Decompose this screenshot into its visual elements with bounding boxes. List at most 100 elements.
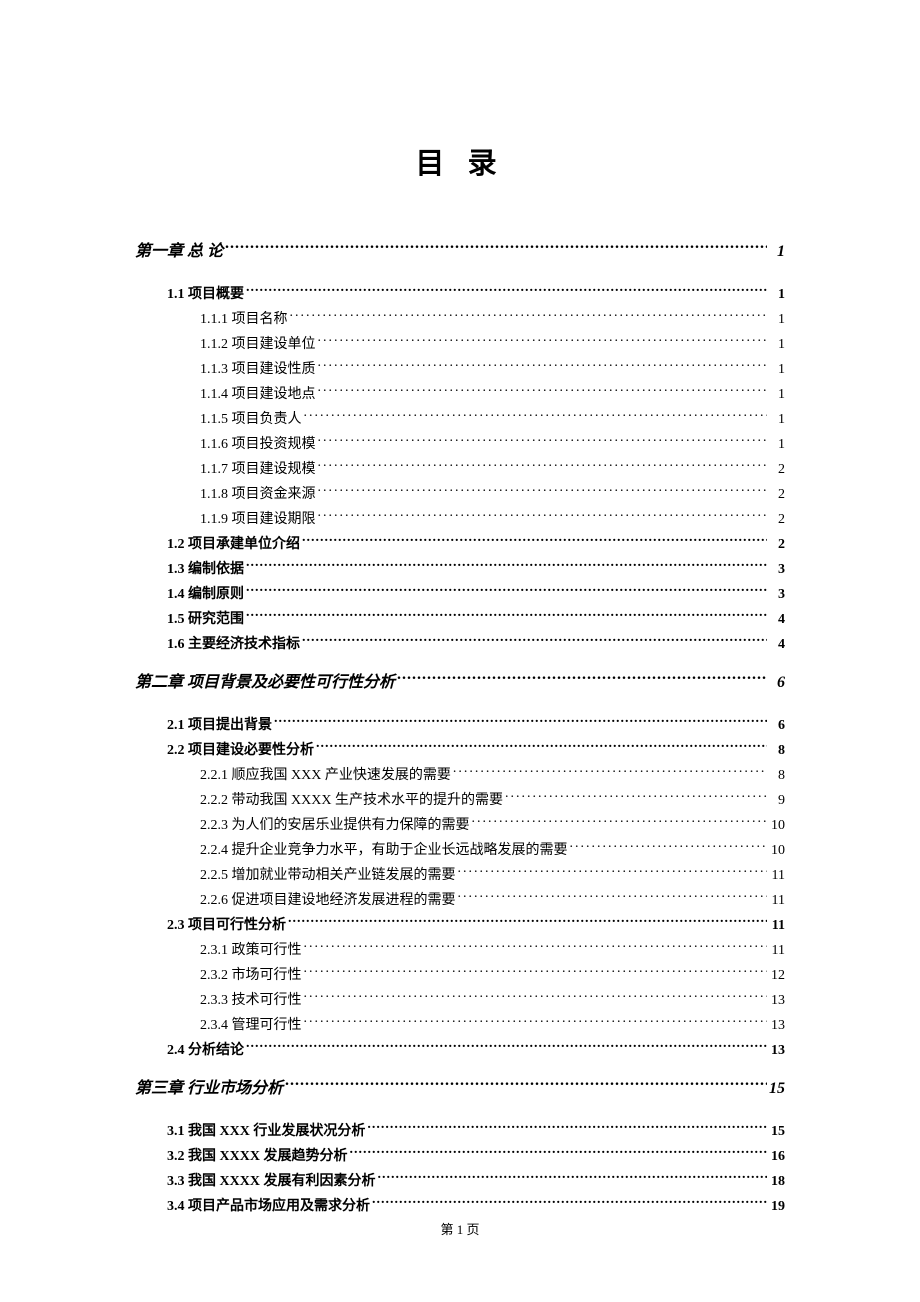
- toc-entry-label: 2.2.2 带动我国 XXXX 生产技术水平的提升的需要: [200, 790, 503, 811]
- toc-entry-label: 1.1.7 项目建设规模: [200, 459, 316, 480]
- toc-entry: 2.2.6 促进项目建设地经济发展进程的需要11: [135, 890, 785, 911]
- toc-entry-label: 1.6 主要经济技术指标: [167, 634, 300, 655]
- toc-leader-dots: [246, 559, 767, 573]
- toc-leader-dots: [290, 309, 768, 323]
- toc-entry: 1.1 项目概要1: [135, 284, 785, 305]
- toc-entry-label: 1.1.4 项目建设地点: [200, 384, 316, 405]
- toc-entry: 1.4 编制原则 3: [135, 584, 785, 605]
- toc-entry-label: 2.2.3 为人们的安居乐业提供有力保障的需要: [200, 815, 470, 836]
- toc-leader-dots: [367, 1121, 767, 1135]
- toc-page-number: 4: [769, 609, 785, 630]
- toc-entry-label: 1.5 研究范围: [167, 609, 244, 630]
- toc-leader-dots: [304, 965, 768, 979]
- toc-entry-label: 第二章 项目背景及必要性可行性分析: [135, 671, 395, 695]
- toc-entry-label: 1.2 项目承建单位介绍: [167, 534, 300, 555]
- toc-leader-dots: [304, 940, 768, 954]
- toc-entry: 1.5 研究范围 4: [135, 609, 785, 630]
- toc-entry-label: 1.1.2 项目建设单位: [200, 334, 316, 355]
- toc-entry: 第二章 项目背景及必要性可行性分析6: [135, 671, 785, 695]
- toc-leader-dots: [288, 915, 767, 929]
- toc-entry: 3.1 我国 XXX 行业发展状况分析 15: [135, 1121, 785, 1142]
- toc-page-number: 2: [769, 459, 785, 480]
- toc-leader-dots: [318, 359, 768, 373]
- toc-entry-label: 3.1 我国 XXX 行业发展状况分析: [167, 1121, 365, 1142]
- toc-entry: 1.1.9 项目建设期限 2: [135, 509, 785, 530]
- toc-entry: 2.3.3 技术可行性13: [135, 990, 785, 1011]
- toc-leader-dots: [304, 1015, 768, 1029]
- toc-entry: 2.2 项目建设必要性分析 8: [135, 740, 785, 761]
- toc-leader-dots: [316, 740, 767, 754]
- toc-page-number: 12: [769, 965, 785, 986]
- toc-leader-dots: [246, 584, 767, 598]
- toc-page-number: 19: [769, 1196, 785, 1217]
- toc-page-number: 1: [769, 359, 785, 380]
- toc-entry-label: 2.2.6 促进项目建设地经济发展进程的需要: [200, 890, 456, 911]
- toc-entry-label: 1.1.1 项目名称: [200, 309, 288, 330]
- toc-leader-dots: [318, 334, 768, 348]
- toc-entry: 3.2 我国 XXXX 发展趋势分析16: [135, 1146, 785, 1167]
- toc-leader-dots: [318, 509, 768, 523]
- toc-leader-dots: [304, 409, 768, 423]
- toc-page-number: 10: [769, 815, 785, 836]
- toc-entry: 2.2.1 顺应我国 XXX 产业快速发展的需要8: [135, 765, 785, 786]
- toc-page-number: 13: [769, 1040, 785, 1061]
- toc-page-number: 3: [769, 584, 785, 605]
- toc-leader-dots: [318, 434, 768, 448]
- toc-page-number: 11: [769, 865, 785, 886]
- toc-entry: 2.2.4 提升企业竞争力水平，有助于企业长远战略发展的需要10: [135, 840, 785, 861]
- toc-page-number: 1: [769, 240, 785, 264]
- toc-entry: 2.2.5 增加就业带动相关产业链发展的需要11: [135, 865, 785, 886]
- toc-leader-dots: [302, 534, 767, 548]
- toc-entry: 1.1.6 项目投资规模 1: [135, 434, 785, 455]
- toc-leader-dots: [372, 1196, 767, 1210]
- toc-page-number: 2: [769, 509, 785, 530]
- toc-title: 目 录: [135, 140, 785, 182]
- toc-leader-dots: [349, 1146, 767, 1160]
- toc-entry: 2.4 分析结论13: [135, 1040, 785, 1061]
- toc-page-number: 16: [769, 1146, 785, 1167]
- toc-entry-label: 2.3.1 政策可行性: [200, 940, 302, 961]
- toc-entry: 2.3.4 管理可行性13: [135, 1015, 785, 1036]
- toc-page-number: 15: [769, 1077, 785, 1101]
- toc-leader-dots: [285, 1077, 767, 1093]
- toc-entry-label: 3.3 我国 XXXX 发展有利因素分析: [167, 1171, 375, 1192]
- toc-leader-dots: [458, 890, 768, 904]
- toc-entry-label: 1.1.6 项目投资规模: [200, 434, 316, 455]
- toc-page-number: 8: [769, 740, 785, 761]
- toc-leader-dots: [458, 865, 768, 879]
- toc-page-number: 1: [769, 384, 785, 405]
- toc-entry-label: 1.1 项目概要: [167, 284, 244, 305]
- toc-entry-label: 1.3 编制依据: [167, 559, 244, 580]
- toc-entry-label: 1.1.9 项目建设期限: [200, 509, 316, 530]
- toc-page-number: 6: [769, 715, 785, 736]
- toc-entry: 1.1.1 项目名称 1: [135, 309, 785, 330]
- toc-page-number: 11: [769, 915, 785, 936]
- toc-leader-dots: [304, 990, 768, 1004]
- toc-entry-label: 1.1.3 项目建设性质: [200, 359, 316, 380]
- toc-page-number: 18: [769, 1171, 785, 1192]
- toc-leader-dots: [318, 484, 768, 498]
- toc-entry: 3.3 我国 XXXX 发展有利因素分析 18: [135, 1171, 785, 1192]
- toc-page-number: 15: [769, 1121, 785, 1142]
- toc-entry-label: 3.4 项目产品市场应用及需求分析: [167, 1196, 370, 1217]
- toc-page-number: 1: [769, 309, 785, 330]
- toc-leader-dots: [570, 840, 768, 854]
- toc-entry-label: 第三章 行业市场分析: [135, 1077, 283, 1101]
- toc-entry: 1.1.8 项目资金来源2: [135, 484, 785, 505]
- toc-page-number: 3: [769, 559, 785, 580]
- toc-leader-dots: [246, 609, 767, 623]
- toc-entry: 2.2.2 带动我国 XXXX 生产技术水平的提升的需要9: [135, 790, 785, 811]
- toc-page-number: 13: [769, 1015, 785, 1036]
- toc-page-number: 8: [769, 765, 785, 786]
- toc-leader-dots: [318, 384, 768, 398]
- toc-page-number: 2: [769, 484, 785, 505]
- toc-page-number: 10: [769, 840, 785, 861]
- toc-entry-label: 2.3.3 技术可行性: [200, 990, 302, 1011]
- toc-page-number: 1: [769, 434, 785, 455]
- toc-page-number: 2: [769, 534, 785, 555]
- toc-entry-label: 1.4 编制原则: [167, 584, 244, 605]
- toc-entry-label: 1.1.5 项目负责人: [200, 409, 302, 430]
- toc-page-number: 1: [769, 334, 785, 355]
- toc-entry-label: 2.3 项目可行性分析: [167, 915, 286, 936]
- toc-entry-label: 2.2 项目建设必要性分析: [167, 740, 314, 761]
